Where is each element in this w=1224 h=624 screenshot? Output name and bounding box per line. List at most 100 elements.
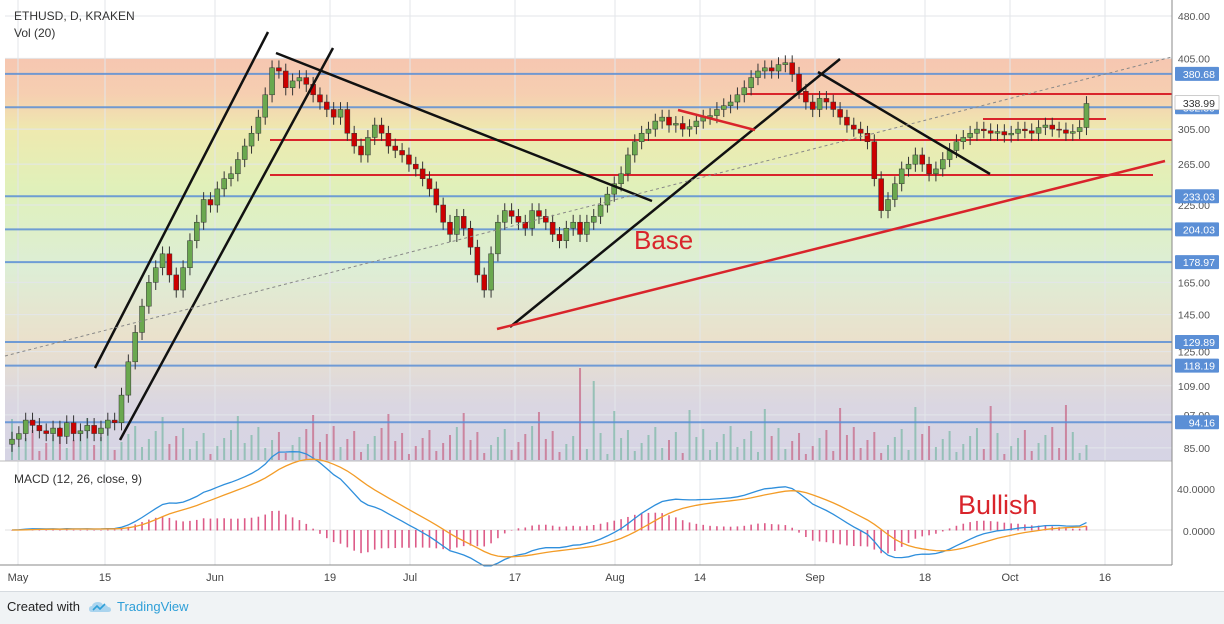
candle-body (454, 216, 460, 235)
volume-bar (161, 417, 164, 460)
price-axis-bg (1172, 0, 1224, 591)
level-tag-204.03: 204.03 (1183, 224, 1215, 236)
x-tick-label: 14 (694, 572, 706, 584)
level-tag-bg (1175, 415, 1219, 430)
volume-bar (962, 444, 965, 460)
candle-body (878, 178, 884, 211)
candle-body (556, 234, 563, 241)
volume-title: Vol (20) (14, 26, 55, 40)
volume-bar (435, 451, 438, 460)
candle-body (351, 132, 357, 147)
volume-bar (702, 429, 705, 460)
volume-bar (325, 434, 328, 460)
volume-bar (346, 439, 349, 460)
macd-hist-bar (394, 530, 397, 549)
volume-bar (955, 452, 958, 460)
candle-body (885, 199, 891, 211)
candle-body (248, 132, 255, 147)
macd-hist-bar (1071, 528, 1074, 531)
volume-bar (1044, 435, 1047, 460)
macd-hist-bar (736, 526, 739, 531)
volume-bar (1003, 454, 1006, 460)
macd-tick-label: 0.0000 (1183, 526, 1215, 538)
level-tag-118.19: 118.19 (1184, 361, 1215, 373)
volume-bar (1037, 443, 1040, 460)
volume-bar (414, 446, 417, 460)
volume-bar (38, 451, 41, 460)
candle-body (392, 145, 398, 151)
macd-hist-bar (517, 528, 520, 531)
volume-bar (537, 412, 540, 460)
macd-hist-bar (983, 520, 985, 531)
macd-hist-bar (305, 523, 308, 531)
macd-hist-bar (154, 517, 157, 531)
volume-bar (626, 430, 629, 460)
macd-hist-bar (134, 524, 136, 531)
x-tick-label: 16 (1099, 572, 1111, 584)
macd-hist-bar (681, 520, 684, 531)
candlesticks[interactable] (9, 55, 1090, 452)
candle-body (194, 221, 200, 241)
y-tick-label: 305.00 (1178, 124, 1210, 136)
volume-bar (798, 433, 801, 460)
candle-body (426, 178, 433, 190)
volume-bar (99, 437, 102, 460)
volume-bar (503, 429, 506, 460)
volume-bar (86, 418, 89, 460)
volume-bar (428, 430, 431, 460)
macd-hist-bar (633, 514, 636, 531)
footer: Created with TradingView (0, 591, 1224, 624)
macd-hist-bar (469, 530, 472, 546)
candle-body (241, 145, 248, 160)
macd-hist-bar (497, 530, 499, 539)
macd-hist-bar (476, 530, 479, 547)
macd-hist-bar (250, 517, 253, 531)
macd-hist-bar (969, 522, 971, 531)
tradingview-link[interactable]: TradingView (117, 599, 189, 614)
volume-bar (175, 436, 178, 460)
macd-hist-bar (743, 525, 746, 531)
macd-hist-bar (586, 525, 588, 531)
volume-bar (407, 454, 410, 460)
macd-hist-bar (962, 523, 965, 531)
candle-body (905, 163, 912, 170)
volume-bar (483, 453, 486, 460)
candle-body (981, 128, 987, 132)
volume-bar (531, 426, 534, 460)
x-tick-label: Sep (805, 572, 825, 584)
macd-hist-bar (161, 516, 164, 531)
candle-body (289, 80, 296, 89)
candle-body (1035, 127, 1042, 134)
macd-hist-bar (243, 518, 246, 531)
candle-body (105, 419, 111, 429)
tradingview-cloud-icon[interactable] (88, 599, 112, 615)
volume-bar (236, 416, 239, 460)
candle-body (762, 67, 768, 72)
candle-body (673, 123, 679, 126)
candle-body (686, 126, 693, 130)
volume-bar (318, 442, 321, 460)
macd-hist-bar (1037, 525, 1040, 531)
axes: 480.00405.00305.00265.00225.00165.00145.… (0, 0, 1224, 591)
black-trendline-1 (118, 47, 335, 441)
volume-bar (257, 427, 260, 460)
macd-hist-bar (148, 519, 150, 531)
volume-bar (332, 426, 335, 460)
candle-body (221, 178, 227, 190)
candle-body (22, 419, 29, 434)
macd-hist-bar (462, 530, 465, 547)
macd-hist-bar (558, 526, 561, 531)
candle-body (228, 173, 234, 179)
volume-bar (182, 428, 185, 460)
macd-hist-bar (907, 530, 910, 543)
volume-bar (1017, 438, 1020, 460)
macd-hist-bar (613, 520, 616, 531)
macd-hist-bar (805, 530, 807, 538)
level-tag-178.97: 178.97 (1183, 257, 1215, 269)
volume-bar (982, 449, 985, 460)
macd-hist-bar (421, 530, 424, 548)
candle-body (255, 116, 262, 134)
candle-body (960, 137, 967, 142)
candle-body (803, 91, 809, 103)
